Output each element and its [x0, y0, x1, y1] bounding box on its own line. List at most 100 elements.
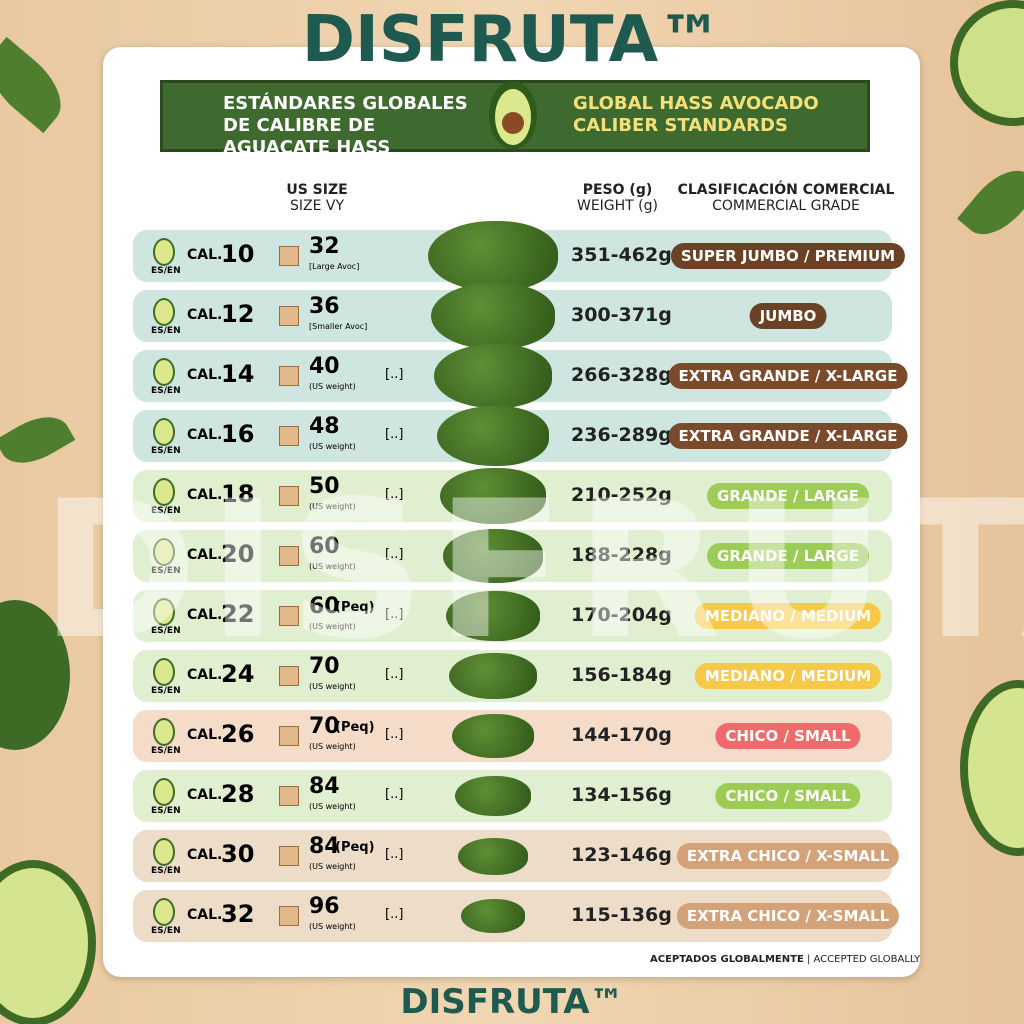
- flag-label: ES/EN: [151, 446, 181, 456]
- placeholder: [..]: [385, 907, 404, 922]
- cal-number: 10: [221, 240, 255, 268]
- cal-number: 30: [221, 840, 255, 868]
- size-qualifier: (Peq): [335, 600, 375, 615]
- cal-label: CAL.: [187, 547, 223, 563]
- flag-label: ES/EN: [151, 626, 181, 636]
- avocado: [434, 344, 552, 408]
- cal-number: 26: [221, 720, 255, 748]
- header: US SIZE SIZE VY: [262, 182, 372, 214]
- placeholder: [..]: [385, 787, 404, 802]
- grade-pill: GRANDE / LARGE: [707, 483, 869, 509]
- weight: 156-184g: [571, 664, 672, 686]
- avocado: [452, 714, 534, 758]
- box-icon: [279, 246, 299, 266]
- us-size: 36: [309, 294, 340, 319]
- header-line2: COMMERCIAL GRADE: [712, 198, 860, 214]
- box-icon: [279, 666, 299, 686]
- placeholder: [..]: [385, 667, 404, 682]
- table-row: ES/EN CAL. 28 84 (US weight) [..] 134-156g CHIC…: [133, 770, 892, 822]
- cal-number: 14: [221, 360, 255, 388]
- flag-label: ES/EN: [151, 506, 181, 516]
- cal-label: CAL.: [187, 607, 223, 623]
- us-size: 84: [309, 774, 340, 799]
- table-row: ES/EN CAL. 22 60 (Peq) (US weight) [..] 170-204…: [133, 590, 892, 642]
- cal-label: CAL.: [187, 307, 223, 323]
- size-note: (US weight): [309, 382, 356, 391]
- grade-pill: GRANDE / LARGE: [707, 543, 869, 569]
- box-icon: [279, 786, 299, 806]
- cal-number: 12: [221, 300, 255, 328]
- cal-label: CAL.: [187, 487, 223, 503]
- table-row: ES/EN CAL. 26 70 (Peq) (US weight) [..] 144-170…: [133, 710, 892, 762]
- avocado-icon: [153, 718, 175, 746]
- header-line1: CLASIFICACIÓN COMERCIAL: [677, 182, 895, 198]
- table-row: ES/EN CAL. 30 84 (Peq) (US weight) [..] 123-146…: [133, 830, 900, 882]
- grade-pill: EXTRA CHICO / X-SMALL: [676, 843, 900, 869]
- grade-pill: JUMBO: [749, 303, 827, 329]
- cal-number: 24: [221, 660, 255, 688]
- avocado-decor: [960, 680, 1024, 856]
- us-size: 84: [309, 834, 340, 859]
- size-note: (US weight): [309, 562, 356, 571]
- cal-label: CAL.: [187, 907, 223, 923]
- avocado: [440, 467, 546, 525]
- banner-left: ESTÁNDARES GLOBALES DE CALIBRE DE AGUACA…: [223, 93, 468, 158]
- header: CLASIFICACIÓN COMERCIAL COMMERCIAL GRADE: [676, 182, 896, 214]
- avocado-icon: [153, 358, 175, 386]
- grade-pill: MEDIANO / MEDIUM: [694, 663, 882, 689]
- avocado-icon: [153, 838, 175, 866]
- placeholder: [..]: [385, 427, 404, 442]
- cal-label: CAL.: [187, 247, 223, 263]
- box-icon: [279, 606, 299, 626]
- flag-label: ES/EN: [151, 926, 181, 936]
- placeholder: [..]: [385, 547, 404, 562]
- avocado: [443, 529, 543, 583]
- weight: 144-170g: [571, 724, 672, 746]
- avocado: [461, 899, 525, 933]
- size-note: (US weight): [309, 742, 356, 751]
- avocado: [437, 405, 549, 467]
- table-row: ES/EN CAL. 20 60 (US weight) [..] 188-228g GRAN…: [133, 529, 892, 583]
- avocado-icon: [153, 478, 175, 506]
- box-icon: [279, 306, 299, 326]
- grade-pill: CHICO / SMALL: [715, 783, 861, 809]
- grade-pill: EXTRA CHICO / X-SMALL: [676, 903, 900, 929]
- flag-label: ES/EN: [151, 386, 181, 396]
- avocado-icon: [153, 898, 175, 926]
- cal-number: 28: [221, 780, 255, 808]
- leaf: [957, 157, 1024, 248]
- cal-label: CAL.: [187, 847, 223, 863]
- header-line1: PESO (g): [582, 182, 653, 198]
- cal-number: 18: [221, 480, 255, 508]
- header-line2: SIZE VY: [289, 198, 345, 214]
- placeholder: [..]: [385, 847, 404, 862]
- table-row: ES/EN CAL. 16 48 (US weight) [..] 236-289g EXTR…: [133, 405, 908, 467]
- weight: 351-462g: [571, 244, 672, 266]
- box-icon: [279, 846, 299, 866]
- us-size: 48: [309, 414, 340, 439]
- us-size: 40: [309, 354, 340, 379]
- size-note: (US weight): [309, 682, 356, 691]
- cal-label: CAL.: [187, 427, 223, 443]
- avocado-icon: [153, 238, 175, 266]
- table-row: ES/EN CAL. 32 96 (US weight) [..] 115-136g EXTR…: [133, 890, 900, 942]
- weight: 115-136g: [571, 904, 672, 926]
- avocado: [458, 837, 528, 875]
- box-icon: [279, 366, 299, 386]
- avocado-icon: [153, 298, 175, 326]
- box-icon: [279, 726, 299, 746]
- size-note: (US weight): [309, 922, 356, 931]
- flag-label: ES/EN: [151, 746, 181, 756]
- grade-pill: MEDIANO / MEDIUM: [694, 603, 882, 629]
- avocado: [449, 652, 537, 700]
- box-icon: [279, 546, 299, 566]
- avocado-icon: [489, 81, 537, 149]
- header-line1: US SIZE: [286, 182, 348, 198]
- us-size: 50: [309, 474, 340, 499]
- table-row: ES/EN CAL. 24 70 (US weight) [..] 156-184g MEDI…: [133, 650, 892, 702]
- size-qualifier: (Peq): [335, 720, 375, 735]
- cal-label: CAL.: [187, 787, 223, 803]
- avocado: [428, 221, 558, 291]
- cal-label: CAL.: [187, 367, 223, 383]
